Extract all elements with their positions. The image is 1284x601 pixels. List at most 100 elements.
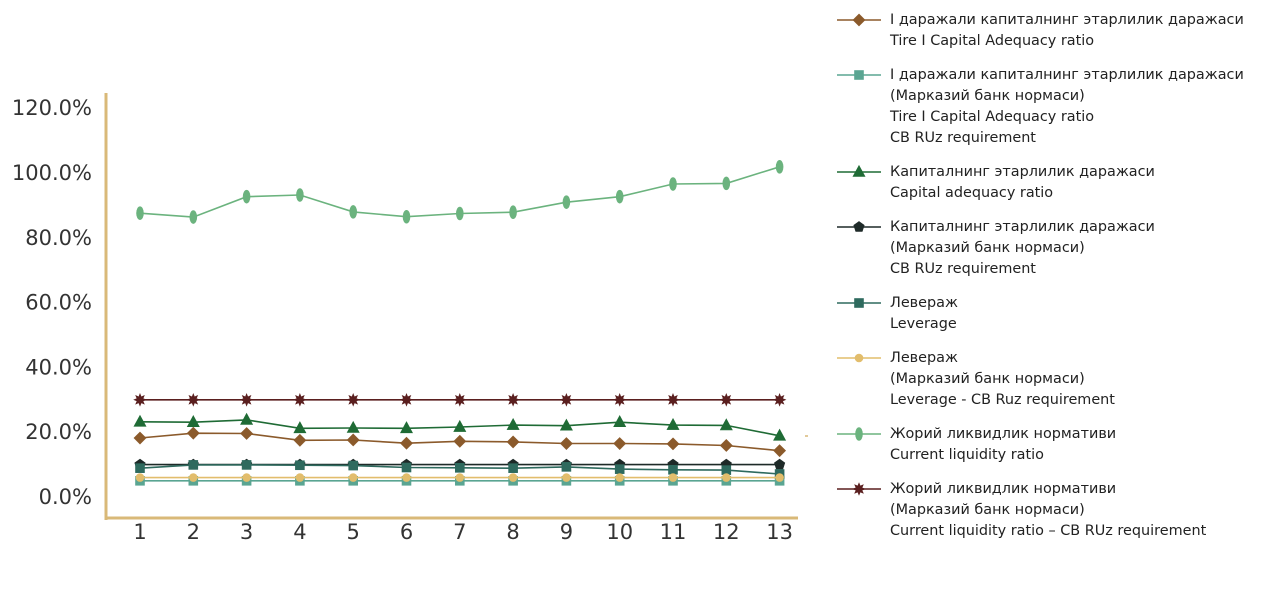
- legend-item: Капиталнинг этарлилик даражаси (Марказий …: [833, 217, 1281, 280]
- data-point: [455, 473, 465, 482]
- legend-label-line: CB RUz requirement: [890, 261, 1036, 277]
- data-point: [135, 473, 145, 482]
- legend-label-line: (Марказий банк нормаси): [890, 502, 1085, 518]
- legend-label-line: Current liquidity ratio: [890, 447, 1044, 463]
- legend-item: Жорий ликвидлик нормативи (Марказий банк …: [833, 479, 1281, 542]
- data-point: [559, 392, 574, 407]
- y-tick-label: 120.0%: [12, 96, 92, 120]
- data-point: [189, 473, 198, 482]
- data-point: [401, 462, 412, 473]
- x-tick-label: 4: [293, 520, 306, 544]
- data-point: [774, 458, 786, 470]
- legend-label: Жорий ликвидлик нормативи (Марказий банк …: [890, 479, 1281, 542]
- legend-swatch: [837, 353, 881, 363]
- legend-marker: [855, 427, 863, 441]
- legend-label-line: Capital adequacy ratio: [890, 185, 1054, 201]
- data-point: [509, 205, 517, 220]
- legend-marker: [854, 353, 864, 363]
- legend-item: Жорий ликвидлик нормативи Current liquidi…: [833, 424, 1281, 466]
- x-tick-label: 13: [766, 520, 793, 544]
- legend-item: Левераж Leverage: [833, 293, 1281, 335]
- legend-swatch: [837, 221, 881, 232]
- data-point: [773, 444, 787, 458]
- data-point: [721, 465, 732, 475]
- data-point: [669, 177, 677, 191]
- legend-marker: [854, 298, 864, 308]
- x-tick-label: 5: [347, 520, 360, 544]
- data-point: [133, 392, 147, 407]
- series-layer: [133, 160, 787, 486]
- data-point: [719, 418, 733, 431]
- data-point: [508, 473, 518, 482]
- legend-marker: [853, 221, 865, 232]
- x-tick-label: 6: [400, 520, 413, 544]
- legend-swatch: [837, 70, 881, 80]
- data-point: [240, 412, 254, 425]
- legend-marker: [852, 164, 866, 177]
- data-point: [242, 473, 251, 482]
- legend-item: Левераж (Марказий банк нормаси) Leverage -…: [833, 348, 1281, 411]
- data-point: [241, 460, 252, 470]
- data-point: [562, 195, 571, 209]
- data-point: [188, 460, 199, 470]
- data-point: [772, 392, 787, 407]
- x-tick-label: 10: [606, 520, 633, 544]
- legend: І даражали капиталнинг этарлилик даражас…: [833, 10, 1281, 555]
- legend-label-line: Капиталнинг этарлилик даражаси: [890, 219, 1155, 235]
- x-tick-label: 9: [560, 520, 573, 544]
- data-point: [400, 436, 413, 450]
- series-7: [136, 160, 784, 224]
- legend-label-line: Жорий ликвидлик нормативи: [890, 426, 1117, 442]
- data-point: [613, 415, 627, 427]
- legend-label: Левераж (Марказий банк нормаси) Leverage -…: [890, 348, 1281, 411]
- data-point: [454, 463, 465, 473]
- data-point: [666, 437, 680, 451]
- series-6: [135, 473, 784, 482]
- data-point: [136, 206, 144, 220]
- tick-labels: 0.0%20.0%40.0%60.0%80.0%100.0%120.0%1 2 3 4…: [12, 96, 793, 544]
- data-point: [562, 473, 571, 482]
- data-point: [133, 431, 147, 445]
- data-point: [189, 210, 198, 224]
- legend-label: Жорий ликвидлик нормативи Current liquidi…: [890, 424, 1281, 466]
- data-point: [668, 464, 678, 475]
- data-point: [133, 414, 147, 427]
- data-point: [240, 427, 254, 440]
- data-point: [402, 209, 411, 224]
- legend-label-line: Tire I Capital Adequacy ratio: [890, 33, 1095, 49]
- data-point: [773, 428, 787, 441]
- data-point: [559, 437, 573, 450]
- data-point: [722, 176, 731, 191]
- legend-label-line: CB RUz requirement: [890, 130, 1036, 146]
- legend-label-line: І даражали капиталнинг этарлилик даражас…: [890, 67, 1244, 83]
- x-tick-label: 12: [713, 520, 740, 544]
- data-point: [719, 439, 733, 452]
- y-tick-label: 60.0%: [25, 291, 92, 315]
- axes: [104, 93, 808, 520]
- data-point: [239, 392, 254, 407]
- legend-label-line: (Марказий банк нормаси): [890, 371, 1085, 387]
- legend-label: Левераж Leverage: [890, 293, 1281, 335]
- data-point: [186, 426, 200, 440]
- y-tick-label: 100.0%: [12, 161, 92, 185]
- series-1: [133, 426, 787, 458]
- legend-swatch: [837, 164, 881, 177]
- legend-label-line: (Марказий банк нормаси): [890, 240, 1085, 256]
- data-point: [508, 463, 518, 473]
- series-8: [133, 392, 787, 407]
- data-point: [295, 473, 305, 482]
- x-tick-label: 8: [506, 520, 519, 544]
- data-point: [775, 473, 784, 482]
- legend-swatch: [837, 482, 881, 496]
- data-point: [615, 189, 624, 204]
- data-point: [293, 392, 307, 407]
- x-tick-label: 2: [187, 520, 200, 544]
- data-point: [296, 188, 304, 202]
- legend-item: І даражали капиталнинг этарлилик даражас…: [833, 65, 1281, 149]
- data-point: [348, 473, 358, 482]
- data-point: [614, 464, 625, 474]
- legend-item: І даражали капиталнинг этарлилик даражас…: [833, 10, 1281, 52]
- data-point: [186, 392, 201, 407]
- legend-marker: [852, 482, 866, 496]
